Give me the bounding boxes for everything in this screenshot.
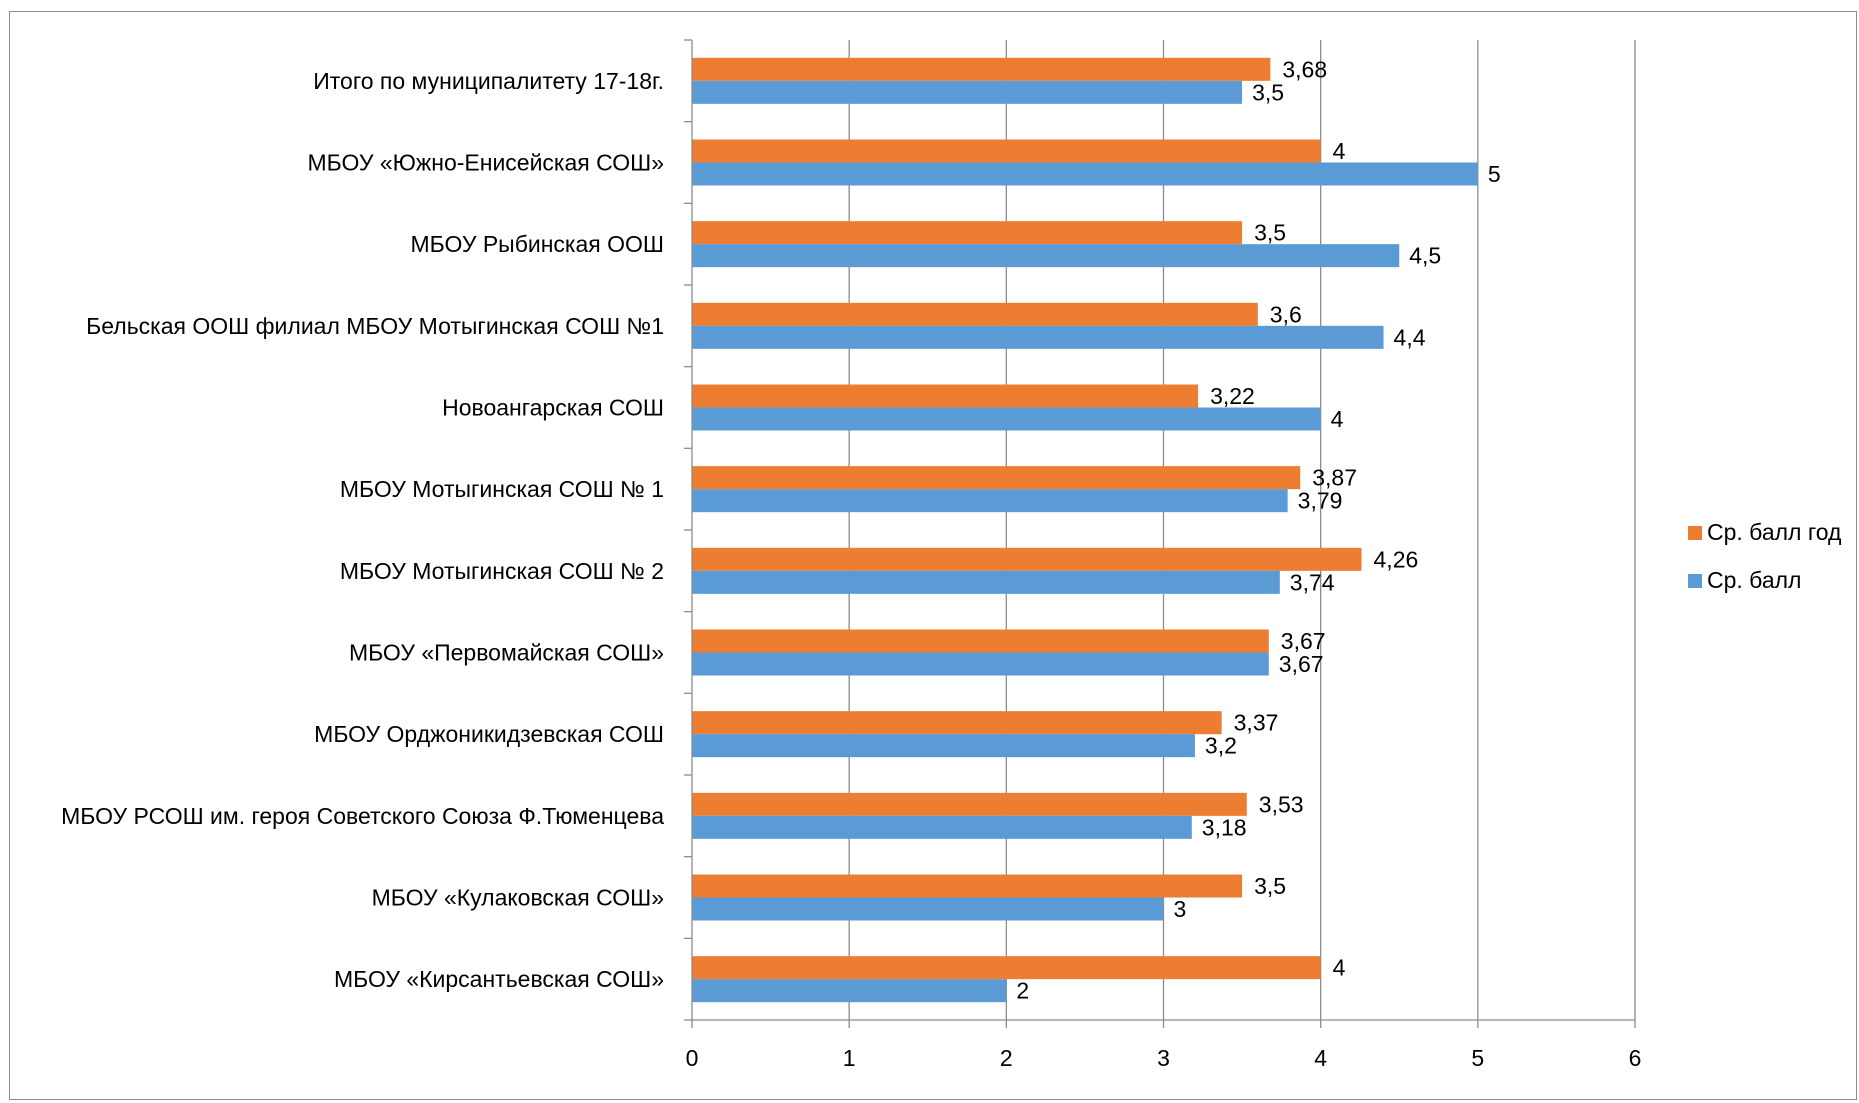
data-label: 3,5 [1254, 873, 1286, 899]
data-label: 3,5 [1252, 79, 1284, 105]
data-label: 3,2 [1205, 733, 1237, 759]
gridlines [848, 40, 1636, 1020]
data-label: 3,79 [1298, 488, 1343, 514]
tick-labels: 0 1 2 3 4 5 6 [686, 1045, 1642, 1071]
bar-sr-ball-god [692, 221, 1243, 245]
legend-swatch [1688, 526, 1702, 540]
legend: Ср. балл год Ср. балл [1688, 519, 1842, 593]
category-label: МБОУ Рыбинская ООШ [410, 231, 664, 257]
data-label: 4 [1333, 138, 1346, 164]
data-label: 5 [1488, 161, 1501, 187]
bar-sr-ball [692, 979, 1007, 1003]
data-label: 3,18 [1202, 814, 1247, 840]
x-tick-label: 5 [1471, 1045, 1484, 1071]
data-labels: 3,683,5453,54,53,64,43,2243,873,794,263,… [1016, 56, 1500, 1003]
bar-sr-ball-god [692, 792, 1247, 816]
bar-sr-ball [692, 897, 1164, 921]
bar-sr-ball-god [692, 956, 1321, 980]
category-label: МБОУ Орджоникидзевская СОШ [314, 721, 664, 747]
data-label: 4 [1331, 406, 1344, 432]
category-label: Итого по муниципалитету 17-18г. [313, 68, 664, 94]
bar-sr-ball [692, 325, 1384, 349]
x-tick-label: 2 [1000, 1045, 1013, 1071]
category-label: МБОУ «Южно-Енисейская СОШ» [307, 150, 664, 176]
bar-sr-ball [692, 652, 1269, 676]
x-tick-label: 3 [1157, 1045, 1170, 1071]
data-label: 3,53 [1259, 791, 1304, 817]
legend-label: Ср. балл [1707, 567, 1801, 593]
bars [692, 57, 1478, 1003]
data-label: 3,67 [1281, 628, 1326, 654]
axes [684, 39, 1636, 1028]
data-label: 3,6 [1270, 301, 1302, 327]
category-label: МБОУ «Первомайская СОШ» [349, 640, 664, 666]
data-label: 4 [1333, 955, 1346, 981]
legend-swatch [1688, 574, 1702, 588]
x-tick-label: 6 [1629, 1045, 1642, 1071]
bar-sr-ball-god [692, 711, 1222, 735]
legend-label: Ср. балл год [1707, 519, 1842, 545]
bar-sr-ball [692, 244, 1400, 268]
bar-sr-ball-god [692, 139, 1321, 163]
data-label: 3,87 [1312, 465, 1357, 491]
data-label: 3,74 [1290, 569, 1335, 595]
category-label: МБОУ «Кирсантьевская СОШ» [334, 966, 664, 992]
data-label: 3,68 [1282, 56, 1327, 82]
data-label: 2 [1016, 978, 1029, 1004]
bar-sr-ball [692, 489, 1288, 513]
data-label: 4,5 [1409, 243, 1441, 269]
bar-sr-ball-god [692, 466, 1301, 490]
x-tick-label: 1 [843, 1045, 856, 1071]
bar-sr-ball-god [692, 629, 1269, 653]
data-label: 4,4 [1394, 324, 1426, 350]
data-label: 3,67 [1279, 651, 1324, 677]
x-tick-label: 0 [686, 1045, 699, 1071]
category-label: МБОУ Мотыгинская СОШ № 2 [340, 558, 664, 584]
bar-sr-ball-god [692, 874, 1243, 898]
bar-sr-ball-god [692, 384, 1199, 408]
bar-sr-ball [692, 570, 1280, 594]
data-label: 3 [1174, 896, 1187, 922]
bar-sr-ball [692, 734, 1195, 758]
bar-sr-ball [692, 407, 1321, 431]
category-label: Новоангарская СОШ [442, 395, 664, 421]
category-label: МБОУ РСОШ им. героя Советского Союза Ф.Т… [61, 803, 664, 829]
data-label: 3,22 [1210, 383, 1255, 409]
category-labels: Итого по муниципалитету 17-18г. МБОУ «Южн… [61, 68, 664, 992]
bar-sr-ball-god [692, 57, 1271, 81]
category-label: МБОУ Мотыгинская СОШ № 1 [340, 476, 664, 502]
bar-sr-ball [692, 815, 1192, 839]
bar-sr-ball [692, 80, 1243, 104]
bar-sr-ball [692, 162, 1478, 186]
bar-sr-ball-god [692, 547, 1362, 571]
category-label: МБОУ «Кулаковская СОШ» [372, 885, 664, 911]
data-label: 3,5 [1254, 220, 1286, 246]
data-label: 4,26 [1374, 546, 1419, 572]
bar-sr-ball-god [692, 302, 1258, 326]
category-label: Бельская ООШ филиал МБОУ Мотыгинская СОШ… [86, 313, 664, 339]
x-tick-label: 4 [1314, 1045, 1327, 1071]
data-label: 3,37 [1234, 710, 1279, 736]
